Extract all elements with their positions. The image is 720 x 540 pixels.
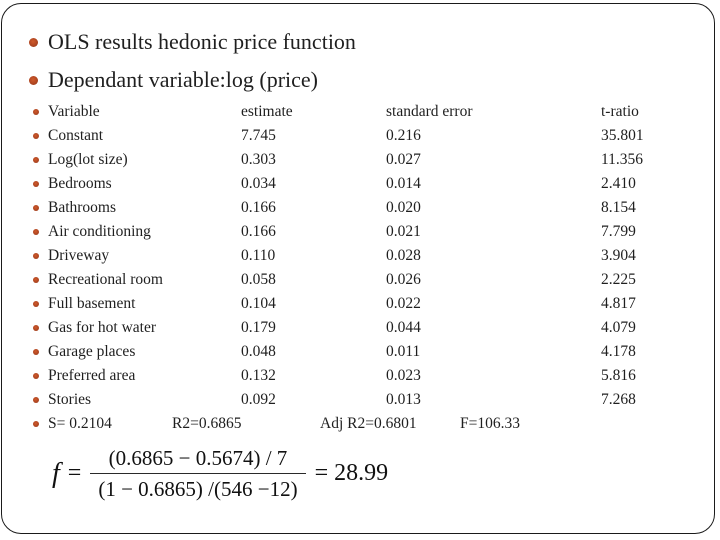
table-row: Gas for hot water 0.179 0.044 4.079 [2,316,714,340]
cell-estimate: 0.132 [241,367,276,384]
bullet-icon [33,181,39,187]
cell-t-ratio: 4.079 [601,319,636,336]
bullet-icon [33,325,39,331]
formula-result: = 28.99 [314,460,389,487]
table-row: Garage places 0.048 0.011 4.178 [2,340,714,364]
slide-title: OLS results hedonic price function [48,29,356,54]
cell-variable: Constant [48,127,104,144]
table-row: Constant 7.745 0.216 35.801 [2,124,714,148]
cell-variable: Preferred area [48,367,136,384]
cell-standard-error: 0.022 [386,295,421,312]
cell-standard-error: 0.011 [386,343,421,360]
title-line-1: OLS results hedonic price function [2,27,714,57]
cell-standard-error: 0.023 [386,367,421,384]
cell-standard-error: 0.013 [386,391,421,408]
cell-estimate: 0.110 [241,247,276,264]
cell-estimate: 0.104 [241,295,276,312]
cell-estimate: 0.179 [241,319,276,336]
f-test-formula: f = (0.6865 − 0.5674) / 7 (1 − 0.6865) /… [52,445,388,503]
formula-numerator: (0.6865 − 0.5674) / 7 [90,445,306,475]
bullet-icon [29,76,38,85]
formula-equals-sign: = [67,460,82,487]
cell-standard-error: 0.028 [386,247,421,264]
table-row: Bathrooms 0.166 0.020 8.154 [2,196,714,220]
bullet-icon [33,397,39,403]
table-row: Preferred area 0.132 0.023 5.816 [2,364,714,388]
cell-variable: Bedrooms [48,175,112,192]
cell-estimate: 0.048 [241,343,276,360]
table-row: Bedrooms 0.034 0.014 2.410 [2,172,714,196]
cell-variable: Stories [48,391,92,408]
cell-t-ratio: 35.801 [601,127,644,144]
bullet-icon [33,301,39,307]
bullet-icon [33,349,39,355]
cell-t-ratio: 7.799 [601,223,636,240]
cell-t-ratio: 4.178 [601,343,636,360]
cell-standard-error: 0.026 [386,271,421,288]
cell-variable: Driveway [48,247,110,264]
formula-lhs: f [52,457,60,489]
column-header-variable: Variable [48,103,100,120]
cell-t-ratio: 7.268 [601,391,636,408]
table-header-row: Variable estimate standard error t-ratio [2,100,714,124]
cell-t-ratio: 8.154 [601,199,636,216]
cell-estimate: 0.303 [241,151,276,168]
bullet-icon [33,205,39,211]
stat-r2: R2=0.6865 [172,415,242,432]
cell-standard-error: 0.020 [386,199,421,216]
cell-variable: Full basement [48,295,136,312]
title-line-2: Dependant variable:log (price) [2,65,714,95]
cell-estimate: 0.166 [241,223,276,240]
cell-variable: Recreational room [48,271,163,288]
cell-t-ratio: 5.816 [601,367,636,384]
bullet-icon [33,277,39,283]
bullet-icon [33,133,39,139]
cell-t-ratio: 4.817 [601,295,636,312]
bullet-icon [33,229,39,235]
formula-fraction: (0.6865 − 0.5674) / 7 (1 − 0.6865) /(546… [90,445,306,503]
cell-estimate: 7.745 [241,127,276,144]
table-row: Stories 0.092 0.013 7.268 [2,388,714,412]
cell-standard-error: 0.216 [386,127,421,144]
table-row: Driveway 0.110 0.028 3.904 [2,244,714,268]
bullet-icon [33,157,39,163]
bullet-icon [33,109,39,115]
column-header-standard-error: standard error [386,103,473,120]
cell-standard-error: 0.021 [386,223,421,240]
cell-variable: Air conditioning [48,223,151,240]
cell-variable: Log(lot size) [48,151,128,168]
cell-variable: Garage places [48,343,136,360]
cell-variable: Bathrooms [48,199,117,216]
bullet-icon [33,253,39,259]
stat-adj-r2: Adj R2=0.6801 [320,415,417,432]
cell-standard-error: 0.014 [386,175,421,192]
stat-s: S= 0.2104 [48,415,112,432]
cell-estimate: 0.034 [241,175,276,192]
stats-row: S= 0.2104 R2=0.6865 Adj R2=0.6801 F=106.… [2,412,714,436]
table-row: Log(lot size) 0.303 0.027 11.356 [2,148,714,172]
column-header-t-ratio: t-ratio [601,103,639,120]
cell-estimate: 0.166 [241,199,276,216]
formula-denominator: (1 − 0.6865) /(546 −12) [98,477,298,502]
slide-frame: OLS results hedonic price function Depen… [1,3,715,534]
stat-f: F=106.33 [460,415,520,432]
cell-variable: Gas for hot water [48,319,157,336]
bullet-icon [29,38,38,47]
cell-estimate: 0.092 [241,391,276,408]
cell-t-ratio: 3.904 [601,247,636,264]
table-row: Air conditioning 0.166 0.021 7.799 [2,220,714,244]
slide-subtitle: Dependant variable:log (price) [48,67,318,92]
cell-t-ratio: 2.410 [601,175,636,192]
cell-estimate: 0.058 [241,271,276,288]
column-header-estimate: estimate [241,103,293,120]
bullet-icon [33,421,39,427]
cell-standard-error: 0.044 [386,319,421,336]
cell-t-ratio: 2.225 [601,271,636,288]
table-row: Recreational room 0.058 0.026 2.225 [2,268,714,292]
cell-standard-error: 0.027 [386,151,421,168]
bullet-icon [33,373,39,379]
table-row: Full basement 0.104 0.022 4.817 [2,292,714,316]
cell-t-ratio: 11.356 [601,151,644,168]
